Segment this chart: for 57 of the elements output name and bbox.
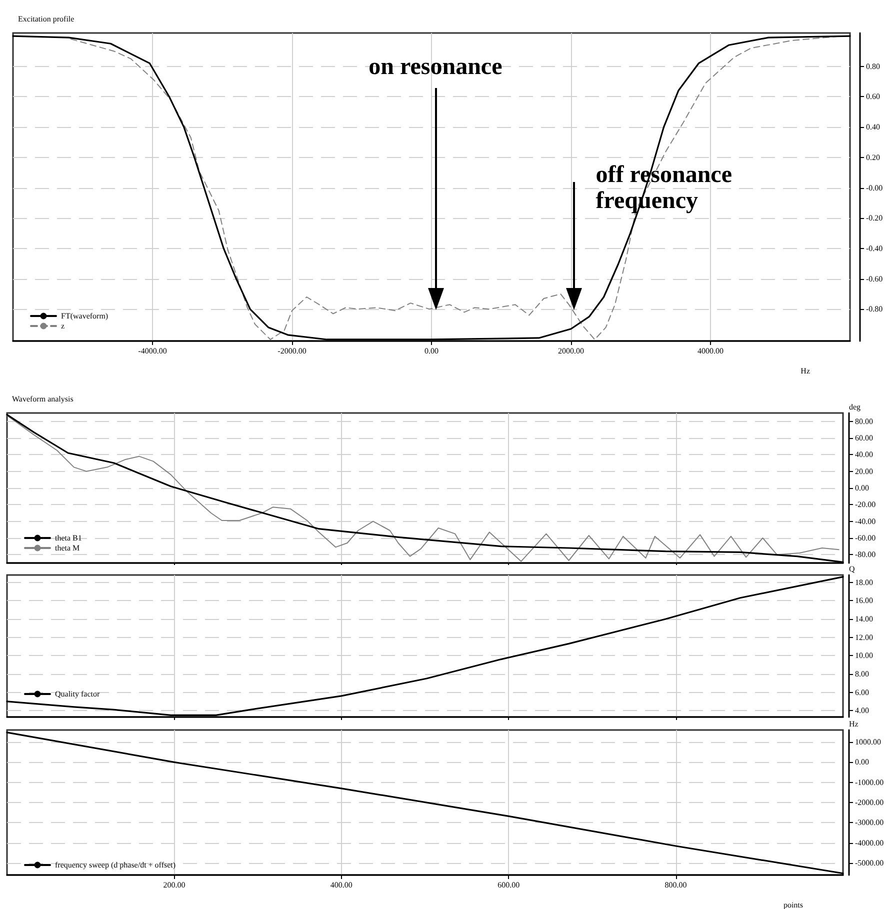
y-tick-label: 1000.00 [855,738,881,747]
y-tick-label: -0.00 [866,183,883,192]
y-tick-label: 0.80 [866,62,880,71]
y-tick-label: 18.00 [855,578,873,587]
y-tick-label: 60.00 [855,434,873,442]
x-tick-label: 4000.00 [698,346,724,356]
x-tick-label: 400.00 [330,880,352,890]
x-tick-label: 2000.00 [558,346,584,356]
y-tick-label: 0.20 [866,152,880,162]
y-tick-label: 12.00 [855,632,873,642]
y-tick-label: -0.20 [866,214,883,223]
y-tick-label: -4000.00 [855,838,884,848]
y-tick-label: 0.60 [866,92,880,102]
x-tick-label: -4000.00 [138,346,167,356]
y-tick-label: -60.00 [855,534,876,542]
legend-label: Quality factor [55,690,100,698]
y-axis-title: deg [849,402,861,412]
y-tick-label: 0.40 [866,122,880,132]
y-tick-label: -3000.00 [855,818,884,828]
legend-label: z [61,322,65,330]
y-tick-label: 6.00 [855,688,869,697]
y-tick-label: -2000.00 [855,798,884,807]
y-tick-label: 16.00 [855,596,873,606]
y-tick-label: -20.00 [855,500,876,510]
legend-label: theta B1 [55,534,82,542]
x-axis-title: points [783,900,803,909]
chart-title: Excitation profile [18,14,75,24]
legend-label: FT(waveform) [61,312,108,320]
y-tick-label: 0.00 [855,484,869,492]
x-tick-label: 600.00 [498,880,520,890]
y-tick-label: -0.80 [866,304,883,314]
y-tick-label: 4.00 [855,706,869,716]
x-axis-title: Hz [800,366,810,376]
y-tick-label: -0.40 [866,244,883,253]
y-tick-label: -80.00 [855,550,876,560]
y-tick-label: -40.00 [855,516,876,526]
legend-label: theta M [55,544,80,552]
y-tick-label: 0.00 [855,758,869,767]
annotation: on resonance [368,54,502,80]
legend-label: frequency sweep (d phase/dt + offset) [55,860,176,870]
chart-title: Waveform analysis [12,394,74,404]
x-tick-label: -2000.00 [278,346,306,356]
y-tick-label: 14.00 [855,614,873,624]
line-series [6,576,844,716]
x-tick-label: 800.00 [664,880,687,890]
y-tick-label: -0.60 [866,274,883,284]
y-tick-label: -5000.00 [855,858,884,868]
x-tick-label: 200.00 [163,880,186,890]
y-tick-label: 20.00 [855,466,873,476]
y-axis-title: Q [849,564,855,574]
y-tick-label: 10.00 [855,651,873,660]
y-tick-label: 80.00 [855,416,873,426]
y-tick-label: 8.00 [855,669,869,678]
y-axis-title: Hz [849,720,859,728]
y-tick-label: -1000.00 [855,778,884,787]
y-tick-label: 40.00 [855,450,873,460]
x-tick-label: 0.00 [424,346,438,356]
